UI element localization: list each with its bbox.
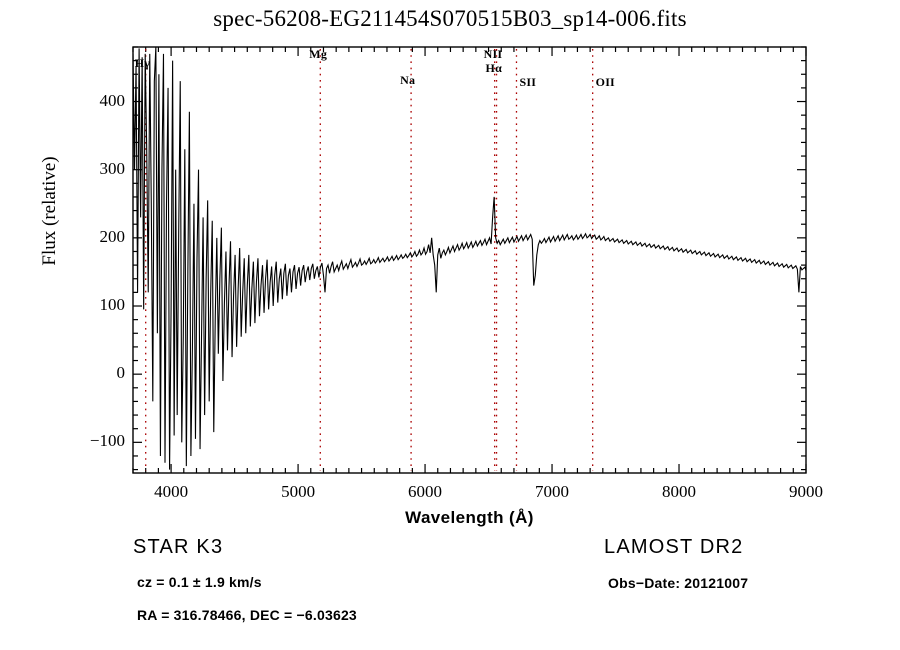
survey-name: LAMOST DR2	[604, 536, 744, 558]
x-tick-label: 4000	[154, 482, 189, 501]
coordinates: RA = 316.78466, DEC = −6.03623	[137, 607, 357, 623]
object-class: STAR K3	[133, 536, 224, 558]
spectral-line-label: Mg	[309, 47, 328, 62]
spectral-line-label: OII	[595, 75, 615, 90]
y-tick-label: 400	[99, 90, 126, 110]
spectral-line-label: SII	[519, 75, 537, 90]
y-tick-label: 300	[99, 158, 126, 178]
redshift-velocity: cz = 0.1 ± 1.9 km/s	[137, 574, 262, 590]
spectral-line-label: Hα	[485, 61, 502, 76]
x-tick-label: 6000	[408, 482, 443, 501]
spectral-line-label: NII	[483, 47, 503, 62]
x-tick-label: 5000	[281, 482, 316, 501]
y-tick-label: 0	[116, 363, 126, 383]
plot-frame	[132, 46, 807, 474]
spectral-line-markers	[145, 49, 594, 471]
y-tick-label: −100	[89, 431, 125, 451]
spectral-line-label: Hγ	[134, 56, 151, 71]
page-title: spec-56208-EG211454S070515B03_sp14-006.f…	[213, 6, 687, 31]
axis-ticks	[132, 46, 807, 473]
x-tick-label: 8000	[662, 482, 697, 501]
x-tick-label: 7000	[535, 482, 570, 501]
x-tick-label: 9000	[789, 482, 823, 501]
y-tick-label: 100	[99, 295, 126, 314]
spectral-line-label: Na	[400, 73, 416, 88]
x-axis-label: Wavelength (Å)	[405, 508, 534, 527]
spectrum-trace	[133, 47, 806, 470]
y-tick-label: 200	[99, 226, 126, 246]
observation-date: Obs−Date: 20121007	[608, 575, 749, 591]
